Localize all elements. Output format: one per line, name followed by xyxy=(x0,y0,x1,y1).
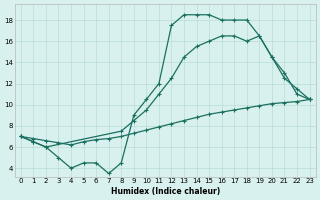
X-axis label: Humidex (Indice chaleur): Humidex (Indice chaleur) xyxy=(111,187,220,196)
